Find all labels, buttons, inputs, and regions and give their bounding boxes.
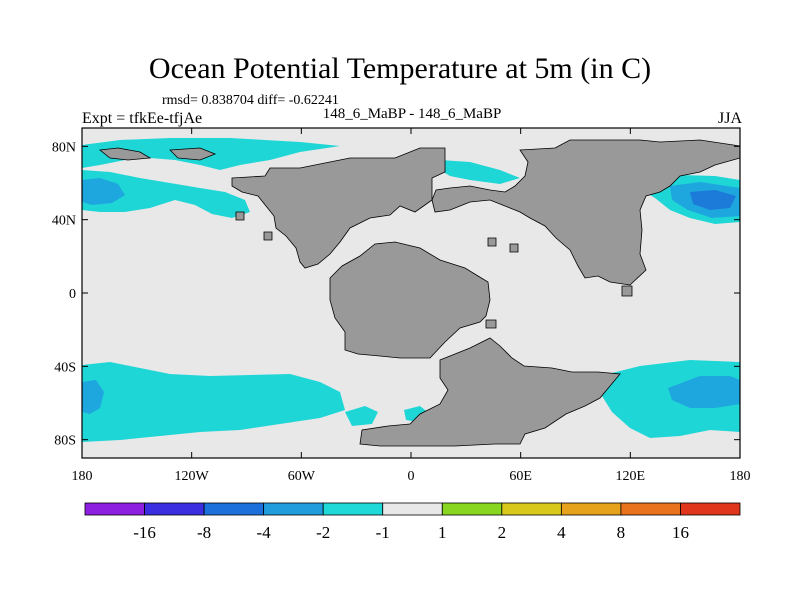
colorbar-swatch — [620, 502, 681, 516]
southern-ocean-cold-anomaly — [82, 362, 345, 442]
colorbar-label: 16 — [672, 523, 689, 542]
lon-tick-label: 180 — [730, 469, 751, 484]
lon-tick-label: 0 — [408, 469, 415, 484]
colorbar-swatch — [441, 502, 503, 516]
colorbar-swatch — [382, 502, 443, 516]
lon-tick-label: 120E — [616, 469, 646, 484]
south-indian-blue-anomaly — [668, 376, 740, 408]
colorbar-label: 4 — [557, 523, 566, 542]
colorbar-label: 2 — [498, 523, 507, 542]
rmsd-diff-stats: rmsd= 0.838704 diff= -0.62241 — [162, 93, 339, 108]
greenland-island — [98, 147, 152, 161]
comparison-label: 148_6_MaBP - 148_6_MaBP — [322, 106, 502, 122]
colorbar-swatch — [203, 502, 265, 516]
lon-tick-label: 60W — [288, 469, 316, 484]
small-island-4 — [509, 243, 519, 253]
colorbar-swatch — [84, 502, 145, 516]
small-island-6 — [485, 319, 497, 329]
colorbar-swatch — [560, 502, 622, 516]
north-pacific-blue-anomaly — [82, 178, 125, 205]
colorbar-swatch — [263, 502, 324, 516]
small-island-2 — [263, 231, 273, 241]
longitude-ticks: 180 120W 60W 0 60E 120E 180 — [72, 128, 751, 484]
colorbar-label: -8 — [197, 523, 211, 542]
colorbar-label: -4 — [257, 523, 272, 542]
land-masses — [98, 139, 740, 447]
north-america-landmass — [231, 147, 446, 269]
map-area — [82, 128, 740, 458]
small-island-3 — [487, 237, 497, 247]
colorbar-label: 8 — [617, 523, 626, 542]
lat-tick-label: 0 — [69, 287, 76, 302]
colorbar-swatch — [322, 502, 384, 516]
south-atlantic-small-anomaly — [345, 406, 378, 426]
lon-tick-label: 180 — [72, 469, 93, 484]
colorbar-label: -1 — [376, 523, 390, 542]
season-label: JJA — [717, 110, 742, 127]
experiment-label: Expt = tfkEe-tfjAe — [82, 110, 203, 127]
lat-tick-label: 80N — [52, 140, 76, 155]
nw-pacific-core-anomaly — [690, 190, 736, 210]
colorbar-label: 1 — [438, 523, 447, 542]
arctic-island — [169, 147, 217, 161]
lon-tick-label: 60E — [509, 469, 532, 484]
colorbar-swatch — [680, 502, 741, 516]
arctic-east-anomaly — [440, 160, 520, 184]
colorbar-swatch — [501, 502, 562, 516]
colorbar-label: -16 — [133, 523, 156, 542]
lat-tick-label: 80S — [54, 434, 76, 449]
south-america-africa-landmass — [329, 241, 491, 359]
map-title: Ocean Potential Temperature at 5m (in C) — [148, 52, 652, 85]
small-island-5 — [621, 285, 633, 297]
eurasia-landmass — [431, 139, 740, 286]
lon-tick-label: 120W — [175, 469, 210, 484]
lat-tick-label: 40S — [54, 360, 76, 375]
lat-tick-label: 40N — [52, 214, 76, 229]
colorbar: -16 -8 -4 -2 -1 1 2 4 8 16 — [84, 502, 741, 542]
latitude-ticks: 80N 40N 0 40S 80S — [52, 140, 740, 449]
colorbar-swatch — [144, 502, 205, 516]
south-pacific-blue-anomaly — [82, 380, 104, 414]
north-pacific-cold-anomaly — [82, 170, 250, 218]
colorbar-label: -2 — [316, 523, 330, 542]
antarctica-landmass — [359, 337, 621, 447]
small-island-1 — [235, 211, 245, 221]
